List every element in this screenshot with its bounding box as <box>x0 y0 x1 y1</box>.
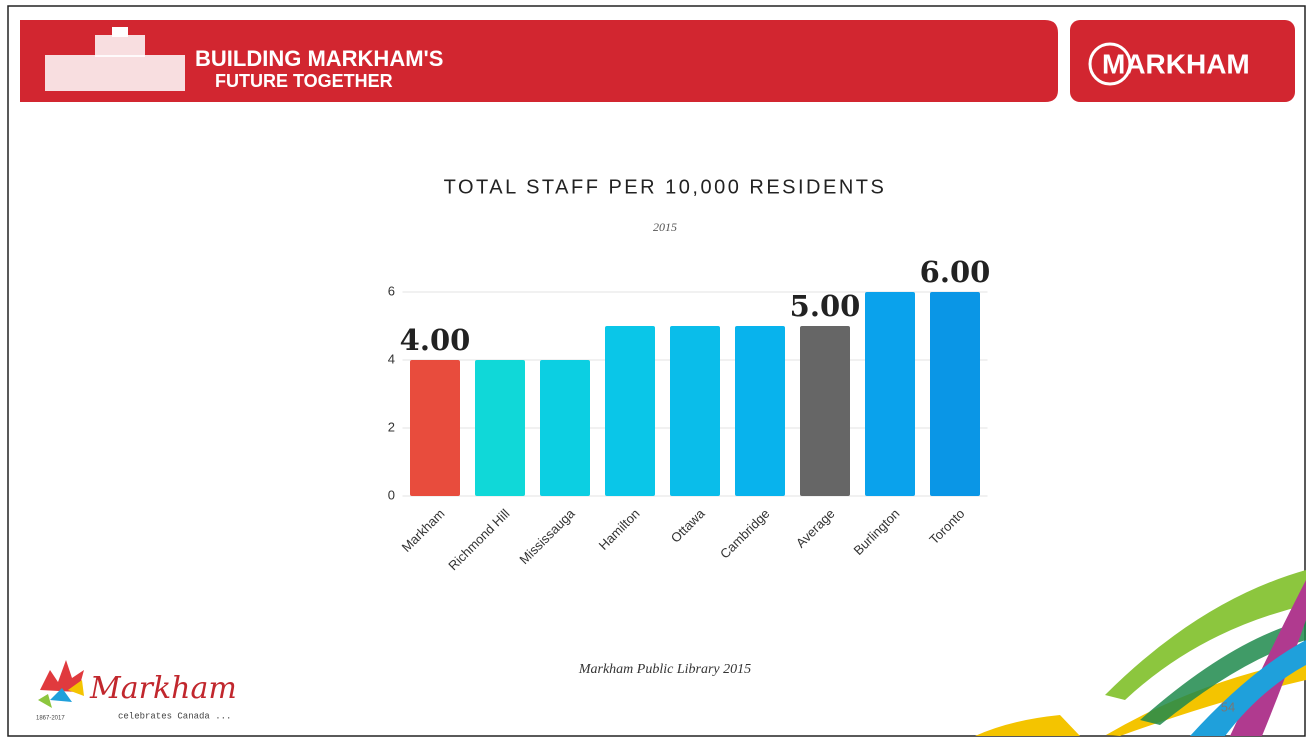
swooshes <box>975 570 1306 736</box>
y-tick-label: 2 <box>388 419 395 434</box>
header-line1: BUILDING MARKHAM'S <box>195 46 443 71</box>
logo-text: MARKHAM <box>1102 48 1250 79</box>
bar <box>540 360 590 496</box>
footer-logo-name: Markham <box>89 671 237 706</box>
bar <box>930 292 980 496</box>
maple-icon <box>38 660 84 708</box>
bar <box>735 326 785 496</box>
bar <box>475 360 525 496</box>
value-label: 4.00 <box>400 323 471 357</box>
bar <box>670 326 720 496</box>
footer-logo-years: 1867-2017 <box>36 716 65 722</box>
header-line2: FUTURE TOGETHER <box>215 71 393 91</box>
value-label: 6.00 <box>920 255 991 289</box>
slide-border <box>7 5 1306 737</box>
header-bar <box>20 20 1058 102</box>
chart-title: TOTAL STAFF PER 10,000 RESIDENTS <box>444 176 887 198</box>
bar <box>605 326 655 496</box>
footer-logo-tagline: celebrates Canada ... <box>118 711 231 721</box>
y-tick-label: 0 <box>388 487 395 502</box>
logo-box <box>1070 20 1295 102</box>
logo-ring <box>1088 42 1132 86</box>
building-icon <box>45 27 185 91</box>
bar <box>800 326 850 496</box>
bar <box>410 360 460 496</box>
y-tick-label: 6 <box>388 283 395 298</box>
chart-subtitle: 2015 <box>653 220 677 234</box>
source: Markham Public Library 2015 <box>578 662 751 677</box>
y-tick-label: 4 <box>388 351 395 366</box>
value-label: 5.00 <box>790 289 861 323</box>
page-number: 54 <box>1221 699 1235 714</box>
bar <box>865 292 915 496</box>
